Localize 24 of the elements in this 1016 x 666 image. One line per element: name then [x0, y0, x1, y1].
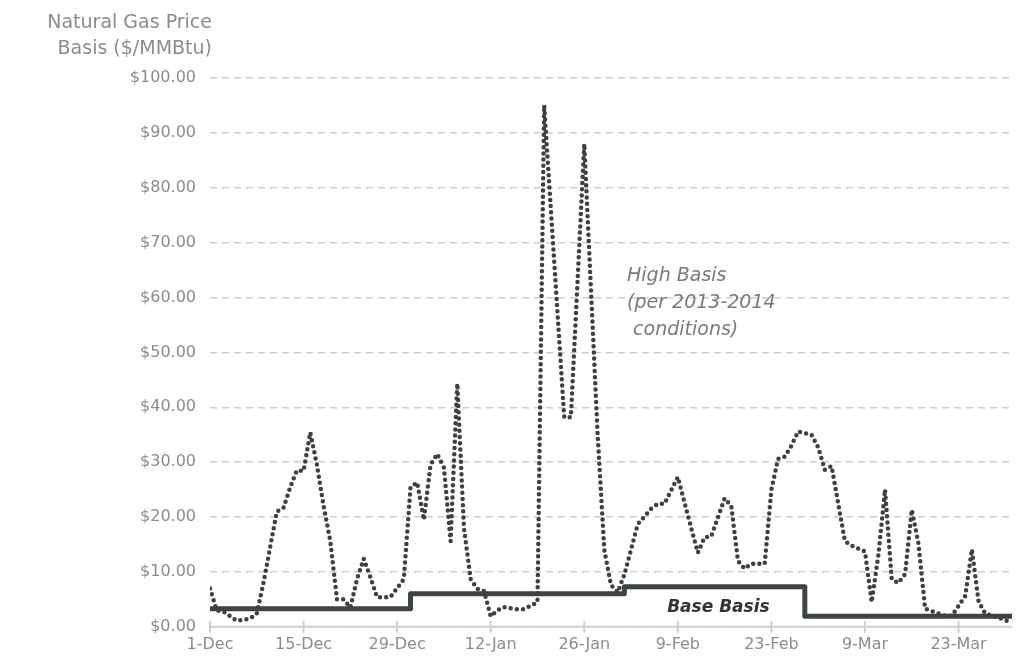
series-label: Base Basis: [667, 596, 770, 617]
y-tick-label: $100.00: [129, 67, 196, 87]
x-tick-label: 26-Jan: [558, 633, 611, 653]
x-tick-label: 15-Dec: [275, 633, 333, 653]
x-tick-label: 29-Dec: [368, 633, 426, 653]
y-tick-label: $20.00: [140, 506, 196, 526]
y-tick-label: $30.00: [140, 451, 196, 471]
line-series: [210, 103, 1012, 626]
y-tick-label: $0.00: [150, 615, 196, 635]
x-tick-label: 1-Dec: [186, 633, 234, 653]
series-label: High Basis (per 2013-2014 conditions): [627, 262, 776, 339]
x-tick-label: 9-Feb: [655, 633, 700, 653]
y-axis-title: Natural Gas Price Basis ($/MMBtu): [46, 9, 212, 60]
x-tick-label: 9-Mar: [841, 633, 889, 653]
y-tick-label: $50.00: [140, 341, 196, 361]
x-tick-label: 23-Feb: [744, 633, 799, 653]
y-tick-label: $60.00: [140, 286, 196, 306]
x-tick-label: 23-Mar: [930, 633, 988, 653]
y-tick-label: $90.00: [140, 122, 196, 142]
y-tick-label: $10.00: [140, 561, 196, 581]
y-tick-label: $40.00: [140, 396, 196, 416]
y-tick-label: $80.00: [140, 176, 196, 196]
x-tick-label: 12-Jan: [464, 633, 517, 653]
y-tick-label: $70.00: [140, 231, 196, 251]
